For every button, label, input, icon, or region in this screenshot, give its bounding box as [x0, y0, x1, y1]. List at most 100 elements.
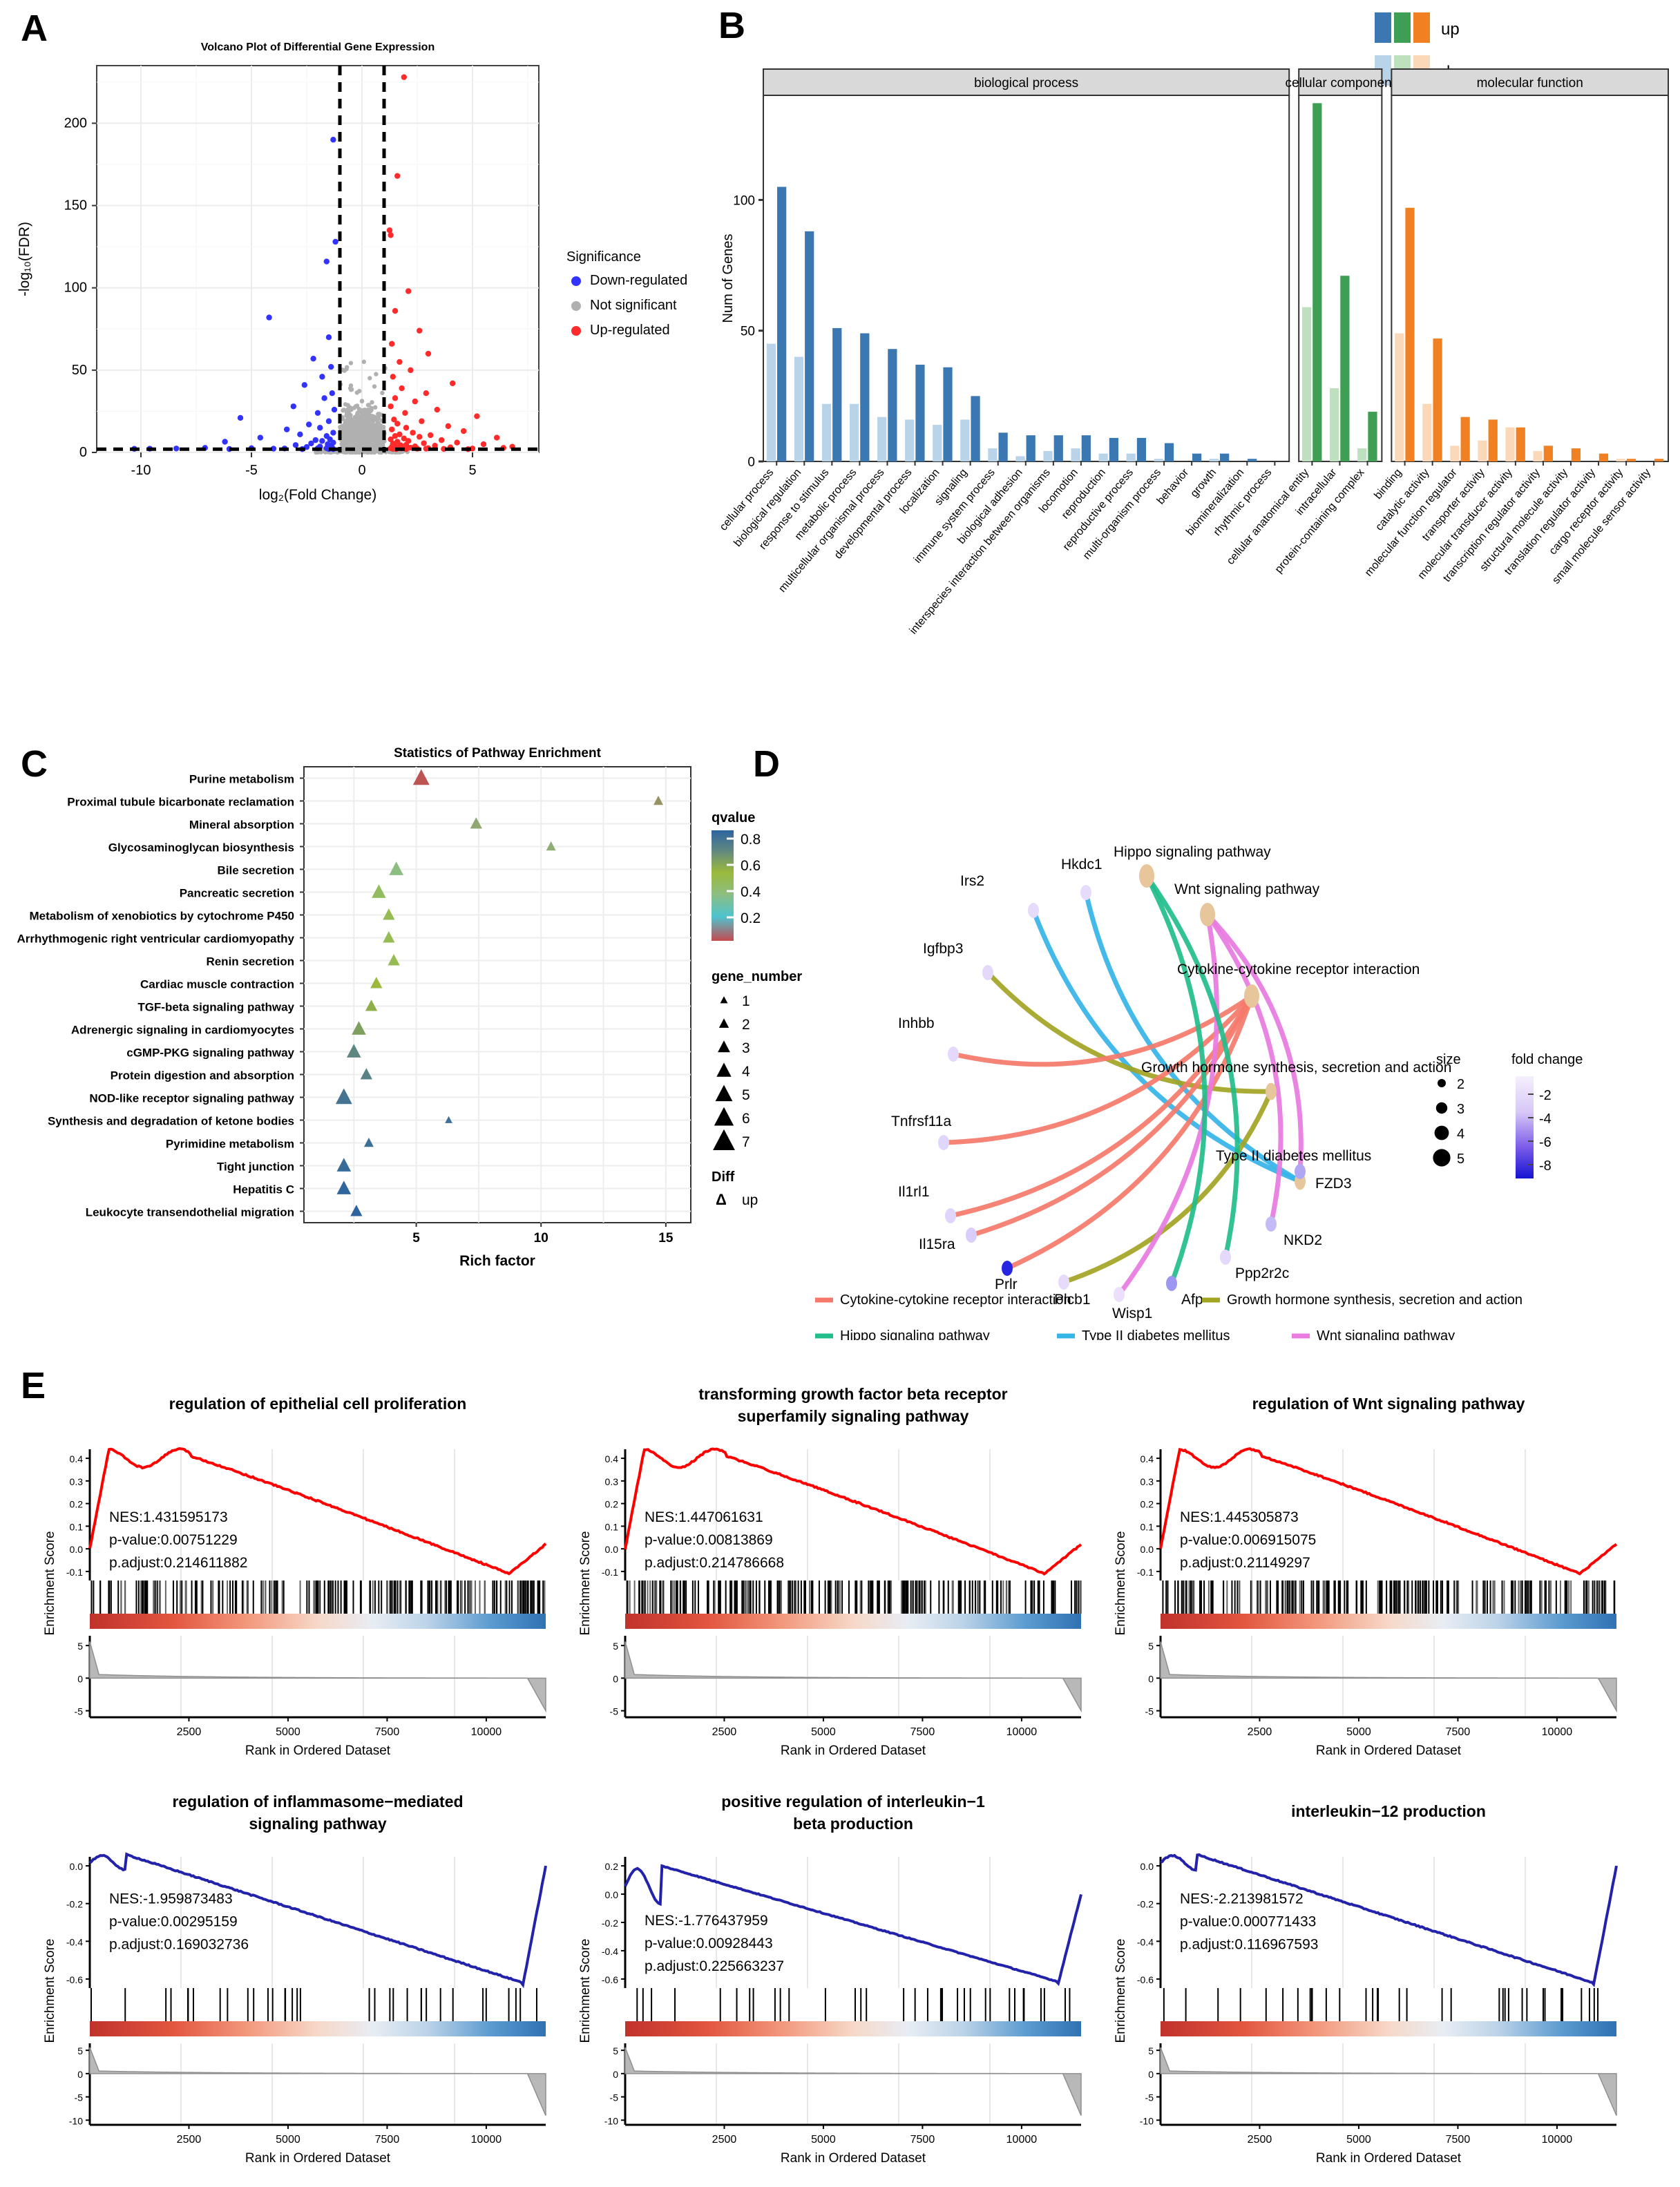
pathway-label: Cardiac muscle contraction: [140, 978, 294, 991]
pathway-node-label: Wnt signaling pathway: [1174, 881, 1320, 897]
gsea-y-tick: 0.0: [1140, 1861, 1154, 1872]
gene-node-label: Irs2: [960, 873, 984, 889]
fold-change-tick: -2: [1539, 1088, 1552, 1103]
x-tick-label: -5: [245, 463, 258, 478]
panel-c-x-tick: 5: [412, 1231, 420, 1245]
pathway-point: [388, 954, 400, 966]
network-edge: [1205, 912, 1304, 1174]
bar-up: [1164, 443, 1174, 461]
down-regulated-points: [131, 137, 338, 452]
pathway-legend-label: Type II diabetes mellitus: [1082, 1328, 1230, 1340]
pathway-point: [389, 861, 403, 875]
qvalue-tick: 0.8: [741, 832, 761, 848]
gsea-y-tick: 0.4: [605, 1453, 619, 1464]
gsea-y-tick: -0.4: [1137, 1936, 1154, 1947]
bar-up: [832, 327, 842, 461]
diff-legend-title: Diff: [712, 1169, 735, 1185]
bar-down: [1357, 448, 1367, 461]
pathway-label: Renin secretion: [206, 955, 294, 968]
gsea-x-tick: 2500: [177, 2134, 202, 2146]
gsea-hit-ticks: [1162, 1580, 1616, 1614]
panel-a-volcano-plot: Volcano Plot of Differential Gene Expres…: [17, 41, 687, 503]
gsea-x-tick: 7500: [910, 2134, 935, 2146]
size-legend-dot: [1435, 1102, 1448, 1114]
pathway-point: [653, 795, 664, 805]
bar-down: [1478, 440, 1487, 461]
gsea-enrichment-curve: [624, 1864, 1082, 1987]
gsea-pvalue-text: p-value:0.00295159: [109, 1914, 238, 1930]
gsea-rank-y-tick: 5: [1148, 2045, 1154, 2056]
gsea-x-axis-label: Rank in Ordered Dataset: [781, 1744, 926, 1758]
pathway-label: Glycosaminoglycan biosynthesis: [108, 841, 294, 854]
gsea-y-tick: -0.6: [602, 1974, 618, 1985]
fold-change-tick: -6: [1539, 1135, 1552, 1150]
legend-swatch-up: [1375, 12, 1391, 43]
gene-node: [1002, 1261, 1013, 1276]
size-legend-dot: [1438, 1079, 1446, 1087]
gsea-ranked-metric: [624, 2047, 1082, 2116]
gsea-title: regulation of inflammasome−mediated: [172, 1793, 463, 1811]
gene-node: [1266, 1216, 1277, 1232]
pathway-point: [383, 931, 395, 943]
pathway-point: [445, 1116, 452, 1123]
bar-up: [1433, 338, 1442, 461]
y-tick-label: 200: [64, 115, 87, 131]
gsea-rank-y-tick: -10: [69, 2115, 83, 2126]
facet-strip: [763, 68, 1290, 96]
gsea-y-tick: -0.4: [602, 1946, 618, 1957]
bar-down: [849, 403, 859, 461]
gsea-x-axis-label: Rank in Ordered Dataset: [1316, 1744, 1462, 1758]
gsea-rank-colorbar: [90, 2021, 546, 2036]
bar-down: [1209, 459, 1219, 461]
pathway-legend-label: Growth hormone synthesis, secretion and …: [1227, 1292, 1522, 1308]
gsea-y-tick: 0.4: [70, 1453, 84, 1464]
gsea-hit-ticks: [636, 1988, 1071, 2021]
gsea-title: positive regulation of interleukin−1: [721, 1793, 985, 1811]
qvalue-tick: 0.6: [741, 858, 761, 874]
gene-node: [938, 1135, 949, 1150]
gsea-y-axis-label: Enrichment Score: [1114, 1531, 1128, 1635]
gsea-nes-text: NES:-1.776437959: [645, 1913, 768, 1929]
bar-up: [915, 364, 925, 461]
gsea-rank-colorbar: [625, 2021, 1081, 2036]
gsea-x-tick: 7500: [910, 1726, 935, 1738]
bar-up: [777, 187, 787, 461]
bar-down: [1395, 333, 1404, 461]
pathway-point: [363, 1137, 374, 1147]
gsea-x-tick: 5000: [276, 2134, 300, 2146]
pathway-point: [352, 1021, 366, 1035]
legend-marker: [571, 276, 581, 286]
gsea-y-tick: 0.0: [605, 1889, 619, 1900]
pathway-label: Bile secretion: [218, 864, 295, 877]
gsea-padjust-text: p.adjust:0.214786668: [645, 1555, 784, 1571]
gsea-ranked-metric: [89, 1641, 546, 1713]
panel-e-gsea-plots: regulation of epithelial cell proliferat…: [43, 1385, 1618, 2166]
pathway-node: [1139, 863, 1154, 888]
gsea-title: interleukin−12 production: [1291, 1802, 1486, 1820]
gsea-ranked-metric: [1160, 1641, 1617, 1713]
fold-change-legend-title: fold change: [1511, 1052, 1583, 1067]
gsea-plot: regulation of epithelial cell proliferat…: [43, 1395, 547, 1758]
bar-up: [1220, 453, 1230, 461]
gsea-y-tick: -0.1: [602, 1567, 618, 1578]
panel-a-legend-title: Significance: [566, 249, 641, 265]
panel-b-y-tick: 0: [747, 455, 755, 470]
gene-node-label: Afp: [1181, 1292, 1203, 1308]
legend-marker: [571, 326, 581, 336]
gsea-x-tick: 10000: [1542, 2134, 1573, 2146]
pathway-legend-label: Cytokine-cytokine receptor interaction: [840, 1292, 1071, 1308]
network-edge: [1144, 873, 1240, 1260]
gene-node-label: Il15ra: [919, 1236, 955, 1252]
gsea-rank-y-tick: 5: [1148, 1641, 1154, 1652]
gsea-hit-ticks: [1163, 1988, 1599, 2021]
bar-up: [971, 396, 980, 461]
bar-down: [933, 425, 942, 461]
gsea-y-tick: 0.0: [1140, 1544, 1154, 1555]
gene-number-label: 3: [742, 1040, 750, 1056]
gsea-rank-y-tick: -5: [1145, 1706, 1154, 1717]
pathway-label: Proximal tubule bicarbonate reclamation: [67, 796, 294, 809]
gene-node: [1295, 1164, 1306, 1179]
gsea-y-tick: -0.1: [66, 1567, 83, 1578]
gsea-rank-colorbar: [1161, 1614, 1616, 1629]
bar-up: [1109, 437, 1119, 461]
